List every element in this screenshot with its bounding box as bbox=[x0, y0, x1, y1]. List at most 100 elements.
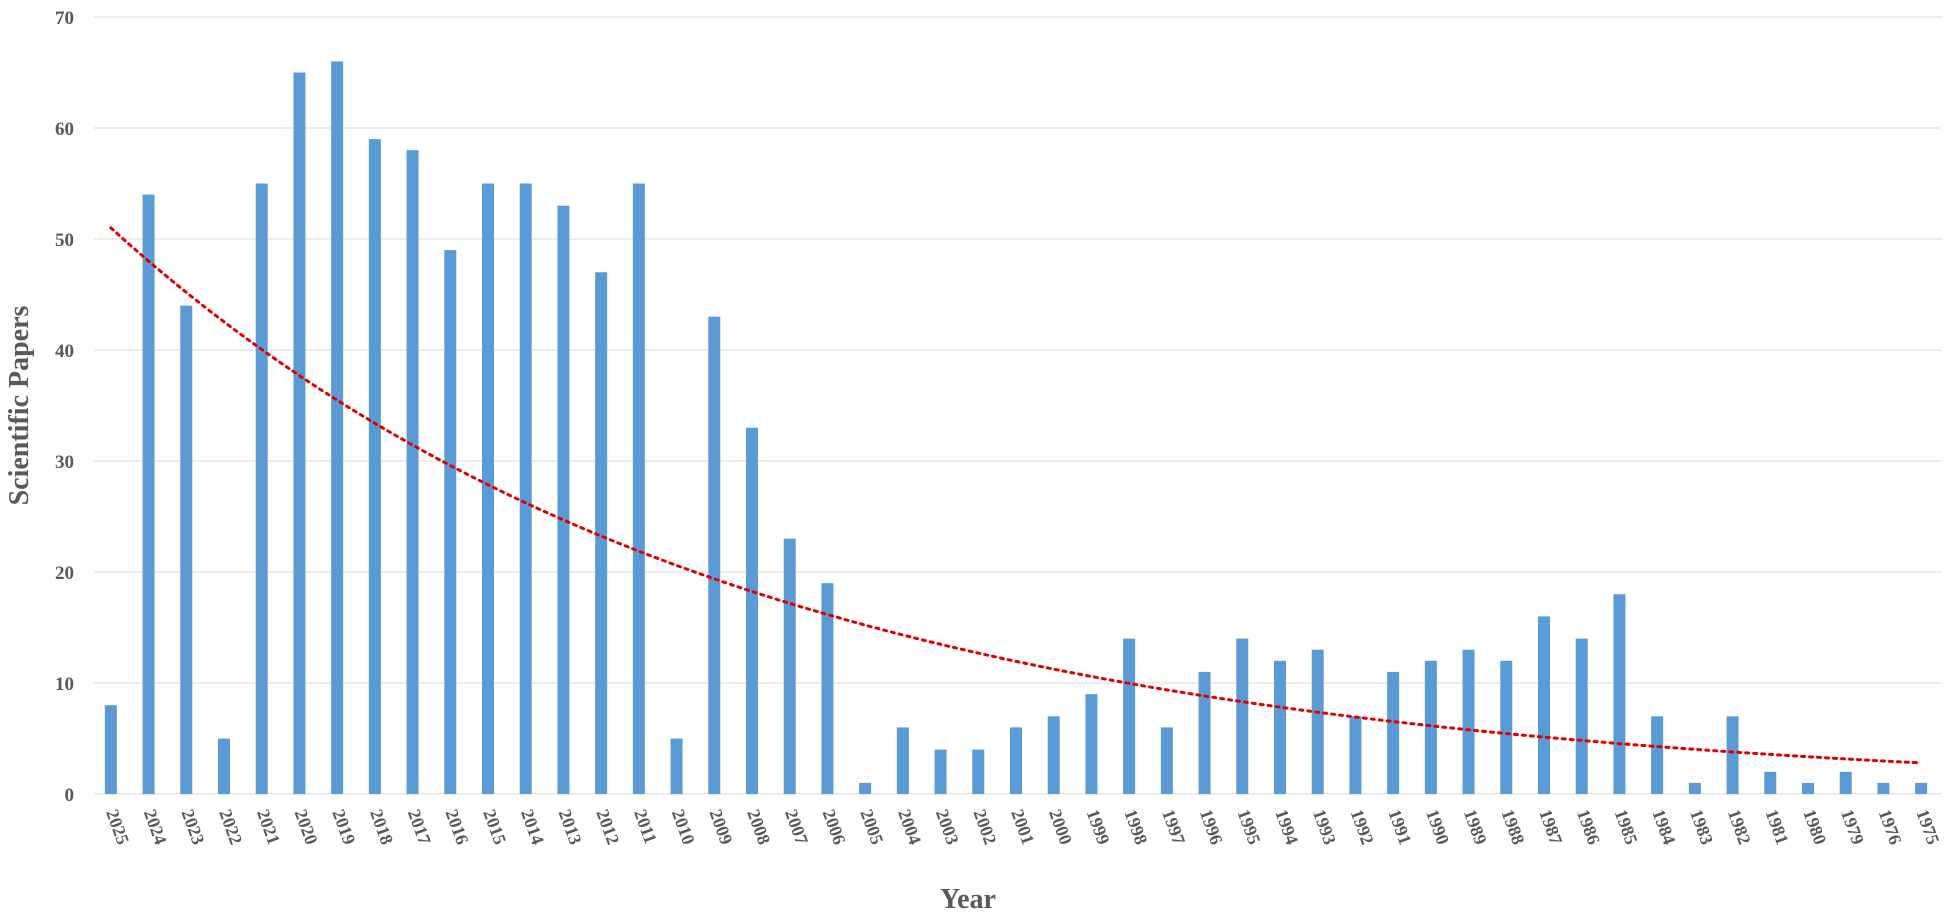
x-axis-ticks: 2025 2024 2023 2022 2021 2020 2019 2018 2017 2016… bbox=[102, 807, 1943, 848]
bar-2011 bbox=[632, 183, 645, 794]
x-tick-label: 2025 bbox=[102, 807, 133, 848]
x-tick-label: 1985 bbox=[1611, 807, 1642, 848]
bar-2010 bbox=[670, 738, 683, 794]
bar-1982 bbox=[1726, 716, 1739, 794]
x-tick-label: 2018 bbox=[366, 807, 397, 848]
y-tick-label: 70 bbox=[55, 8, 74, 29]
bar-1994 bbox=[1274, 660, 1286, 794]
x-tick-label: 2015 bbox=[479, 807, 510, 848]
y-tick-label: 30 bbox=[55, 452, 74, 473]
x-tick-label: 1994 bbox=[1271, 807, 1302, 848]
x-tick-label: 2012 bbox=[592, 807, 623, 848]
bar-2007 bbox=[783, 538, 796, 794]
bars bbox=[104, 61, 1928, 795]
x-tick-label: 2005 bbox=[856, 807, 887, 848]
x-tick-label: 1998 bbox=[1120, 807, 1151, 848]
bar-1999 bbox=[1085, 694, 1098, 794]
x-tick-label: 1976 bbox=[1875, 807, 1906, 848]
y-tick-label: 20 bbox=[55, 563, 74, 584]
bar-1988 bbox=[1500, 660, 1513, 794]
bar-1980 bbox=[1802, 782, 1814, 794]
bar-2019 bbox=[331, 61, 344, 794]
y-tick-label: 10 bbox=[55, 674, 74, 695]
bar-2023 bbox=[180, 305, 193, 794]
bar-2003 bbox=[934, 749, 947, 794]
gridlines bbox=[94, 16, 1942, 795]
bar-2017 bbox=[406, 150, 419, 794]
x-tick-label: 1979 bbox=[1837, 807, 1868, 848]
trend-line bbox=[109, 226, 1923, 765]
x-tick-label: 1989 bbox=[1460, 807, 1491, 848]
bar-1992 bbox=[1349, 716, 1362, 794]
x-tick-label: 1983 bbox=[1686, 807, 1717, 848]
bar-1997 bbox=[1160, 727, 1173, 794]
x-tick-label: 2009 bbox=[706, 807, 737, 848]
y-axis-ticks: 0 10 20 30 40 50 60 70 bbox=[55, 8, 74, 806]
x-tick-label: 1990 bbox=[1422, 807, 1453, 848]
y-tick-label: 50 bbox=[55, 230, 74, 251]
x-tick-label: 1999 bbox=[1083, 807, 1114, 848]
bar-2005 bbox=[859, 782, 872, 794]
bar-1995 bbox=[1236, 638, 1249, 794]
bar-1993 bbox=[1311, 649, 1324, 794]
y-tick-label: 60 bbox=[55, 119, 74, 140]
bar-2009 bbox=[708, 316, 721, 794]
x-tick-label: 2007 bbox=[781, 807, 812, 848]
x-tick-label: 2020 bbox=[291, 807, 322, 848]
bar-1976 bbox=[1877, 782, 1890, 794]
x-tick-label: 2004 bbox=[894, 807, 925, 848]
x-tick-label: 2006 bbox=[819, 807, 850, 848]
bar-2013 bbox=[557, 205, 570, 794]
bar-2016 bbox=[444, 250, 457, 795]
x-tick-label: 2010 bbox=[668, 807, 699, 848]
x-tick-label: 2024 bbox=[140, 807, 171, 848]
x-tick-label: 2023 bbox=[178, 807, 209, 848]
x-tick-label: 2003 bbox=[932, 807, 963, 848]
bar-2022 bbox=[218, 738, 230, 794]
y-tick-label: 40 bbox=[55, 341, 74, 362]
bar-2014 bbox=[519, 183, 532, 794]
bar-1991 bbox=[1387, 671, 1400, 794]
x-tick-label: 1996 bbox=[1196, 807, 1227, 848]
x-tick-label: 1997 bbox=[1158, 807, 1189, 848]
bar-1985 bbox=[1613, 594, 1626, 794]
bar-2025 bbox=[104, 705, 117, 794]
x-tick-label: 1980 bbox=[1799, 807, 1830, 848]
bar-2000 bbox=[1047, 716, 1060, 794]
bar-2015 bbox=[482, 183, 494, 794]
x-tick-label: 2019 bbox=[328, 807, 359, 848]
bar-2024 bbox=[142, 194, 155, 795]
x-tick-label: 2008 bbox=[743, 807, 774, 848]
bar-2002 bbox=[972, 749, 985, 794]
bar-1981 bbox=[1764, 771, 1777, 794]
bar-1986 bbox=[1575, 638, 1588, 794]
x-tick-label: 1975 bbox=[1912, 807, 1943, 848]
bar-2021 bbox=[255, 183, 268, 794]
x-tick-label: 1981 bbox=[1762, 807, 1793, 848]
x-tick-label: 1992 bbox=[1347, 807, 1378, 848]
bar-2008 bbox=[746, 427, 758, 794]
bar-2012 bbox=[595, 272, 608, 794]
x-tick-label: 1982 bbox=[1724, 807, 1755, 848]
y-axis-title: Scientific Papers bbox=[4, 305, 35, 505]
x-tick-label: 2017 bbox=[404, 807, 435, 848]
bar-1998 bbox=[1123, 638, 1136, 794]
bar-2020 bbox=[293, 72, 306, 794]
x-tick-label: 2001 bbox=[1007, 807, 1038, 848]
x-tick-label: 2011 bbox=[630, 807, 661, 847]
x-tick-label: 1987 bbox=[1535, 807, 1566, 848]
x-tick-label: 1986 bbox=[1573, 807, 1604, 848]
y-tick-label: 0 bbox=[65, 785, 75, 806]
bar-1990 bbox=[1424, 660, 1437, 794]
bar-1979 bbox=[1839, 771, 1852, 794]
x-tick-label: 1984 bbox=[1648, 807, 1679, 848]
x-tick-label: 1995 bbox=[1234, 807, 1265, 848]
bar-2001 bbox=[1010, 727, 1022, 794]
x-tick-label: 2000 bbox=[1045, 807, 1076, 848]
x-tick-label: 1993 bbox=[1309, 807, 1340, 848]
bar-1996 bbox=[1198, 671, 1211, 794]
bar-1984 bbox=[1651, 716, 1664, 794]
x-tick-label: 2016 bbox=[442, 807, 473, 848]
bar-1983 bbox=[1688, 782, 1701, 794]
